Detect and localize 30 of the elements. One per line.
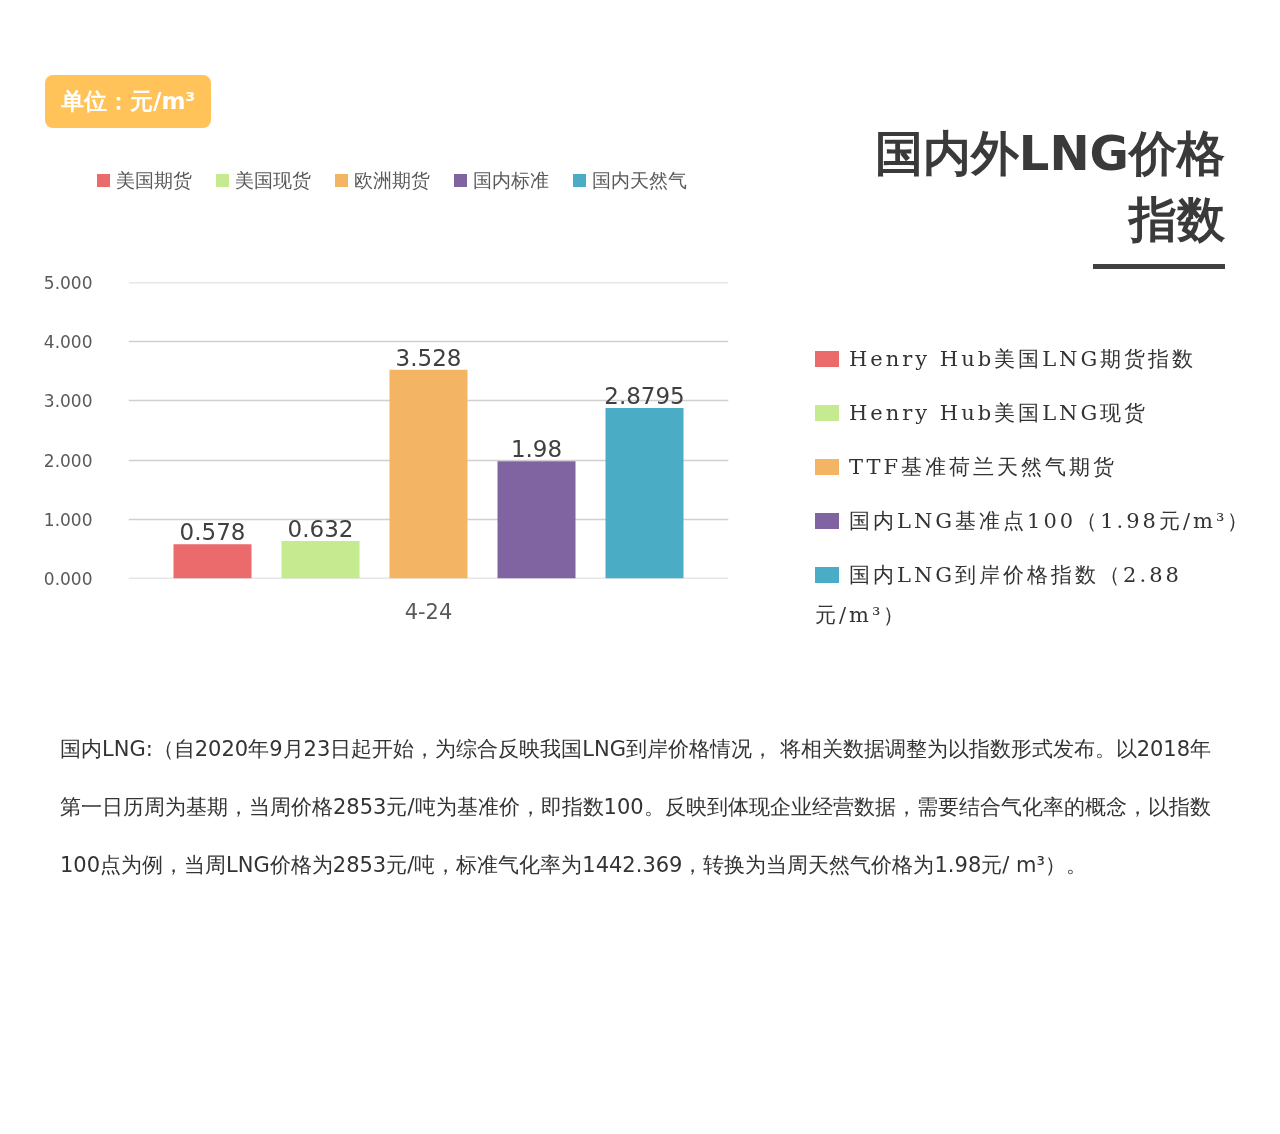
text: TTF基准荷兰天然气期货 — [848, 454, 1118, 481]
data-label: 1.98 — [510, 436, 563, 463]
y-tick-label: 0.000 — [43, 569, 93, 589]
text: Henry Hub美国LNG期货指数 — [848, 346, 1198, 373]
bar — [173, 544, 252, 579]
data-label: 0.632 — [287, 516, 354, 543]
legend-label: 欧洲期货 — [353, 168, 430, 193]
data-label: 0.578 — [179, 519, 246, 546]
y-tick-label: 1.000 — [43, 509, 93, 530]
text: 国内LNG基准点100（1.98元/m³） — [848, 508, 1253, 535]
text: Henry Hub美国LNG现货 — [848, 400, 1150, 427]
y-tick-label: 3.000 — [43, 391, 93, 412]
legend-label: 国内天然气 — [591, 168, 687, 193]
data-label: 2.8795 — [604, 383, 685, 410]
legend-label: 国内标准 — [472, 168, 549, 193]
y-tick-label: 2.000 — [43, 450, 93, 471]
legend-label: 美国现货 — [234, 168, 311, 193]
x-tick-label: 4-24 — [404, 599, 453, 624]
data-label: 3.528 — [395, 344, 462, 371]
y-tick-label: 5.000 — [43, 273, 93, 293]
bar — [497, 461, 576, 579]
bar — [389, 369, 468, 579]
text: 国内LNG:（自2020年9月23日起开始，为综合反映我国LNG到岸价格情况， 将相关数据调整为以指数形式发布。以2018年第一日历周为基期，当周价格2853元/吨为基准价，即指数100。反映到体现企业经营数据，需要结合气化率的概念，以指数100点为例，当周LNG价格为2853元/吨，标准气化率为1442.369，转换为当周天然气价格为1.98元/ m³）。 — [60, 737, 1212, 877]
text: 单位：元/m³ — [45, 75, 212, 128]
legend-label: 美国期货 — [115, 168, 192, 193]
text: 国内LNG到岸价格指数（2.88元/m³） — [815, 562, 1183, 629]
y-tick-label: 4.000 — [43, 332, 93, 353]
text: 国内外LNG价格指数 — [873, 124, 1225, 249]
bar — [605, 408, 684, 579]
bar — [281, 541, 360, 579]
